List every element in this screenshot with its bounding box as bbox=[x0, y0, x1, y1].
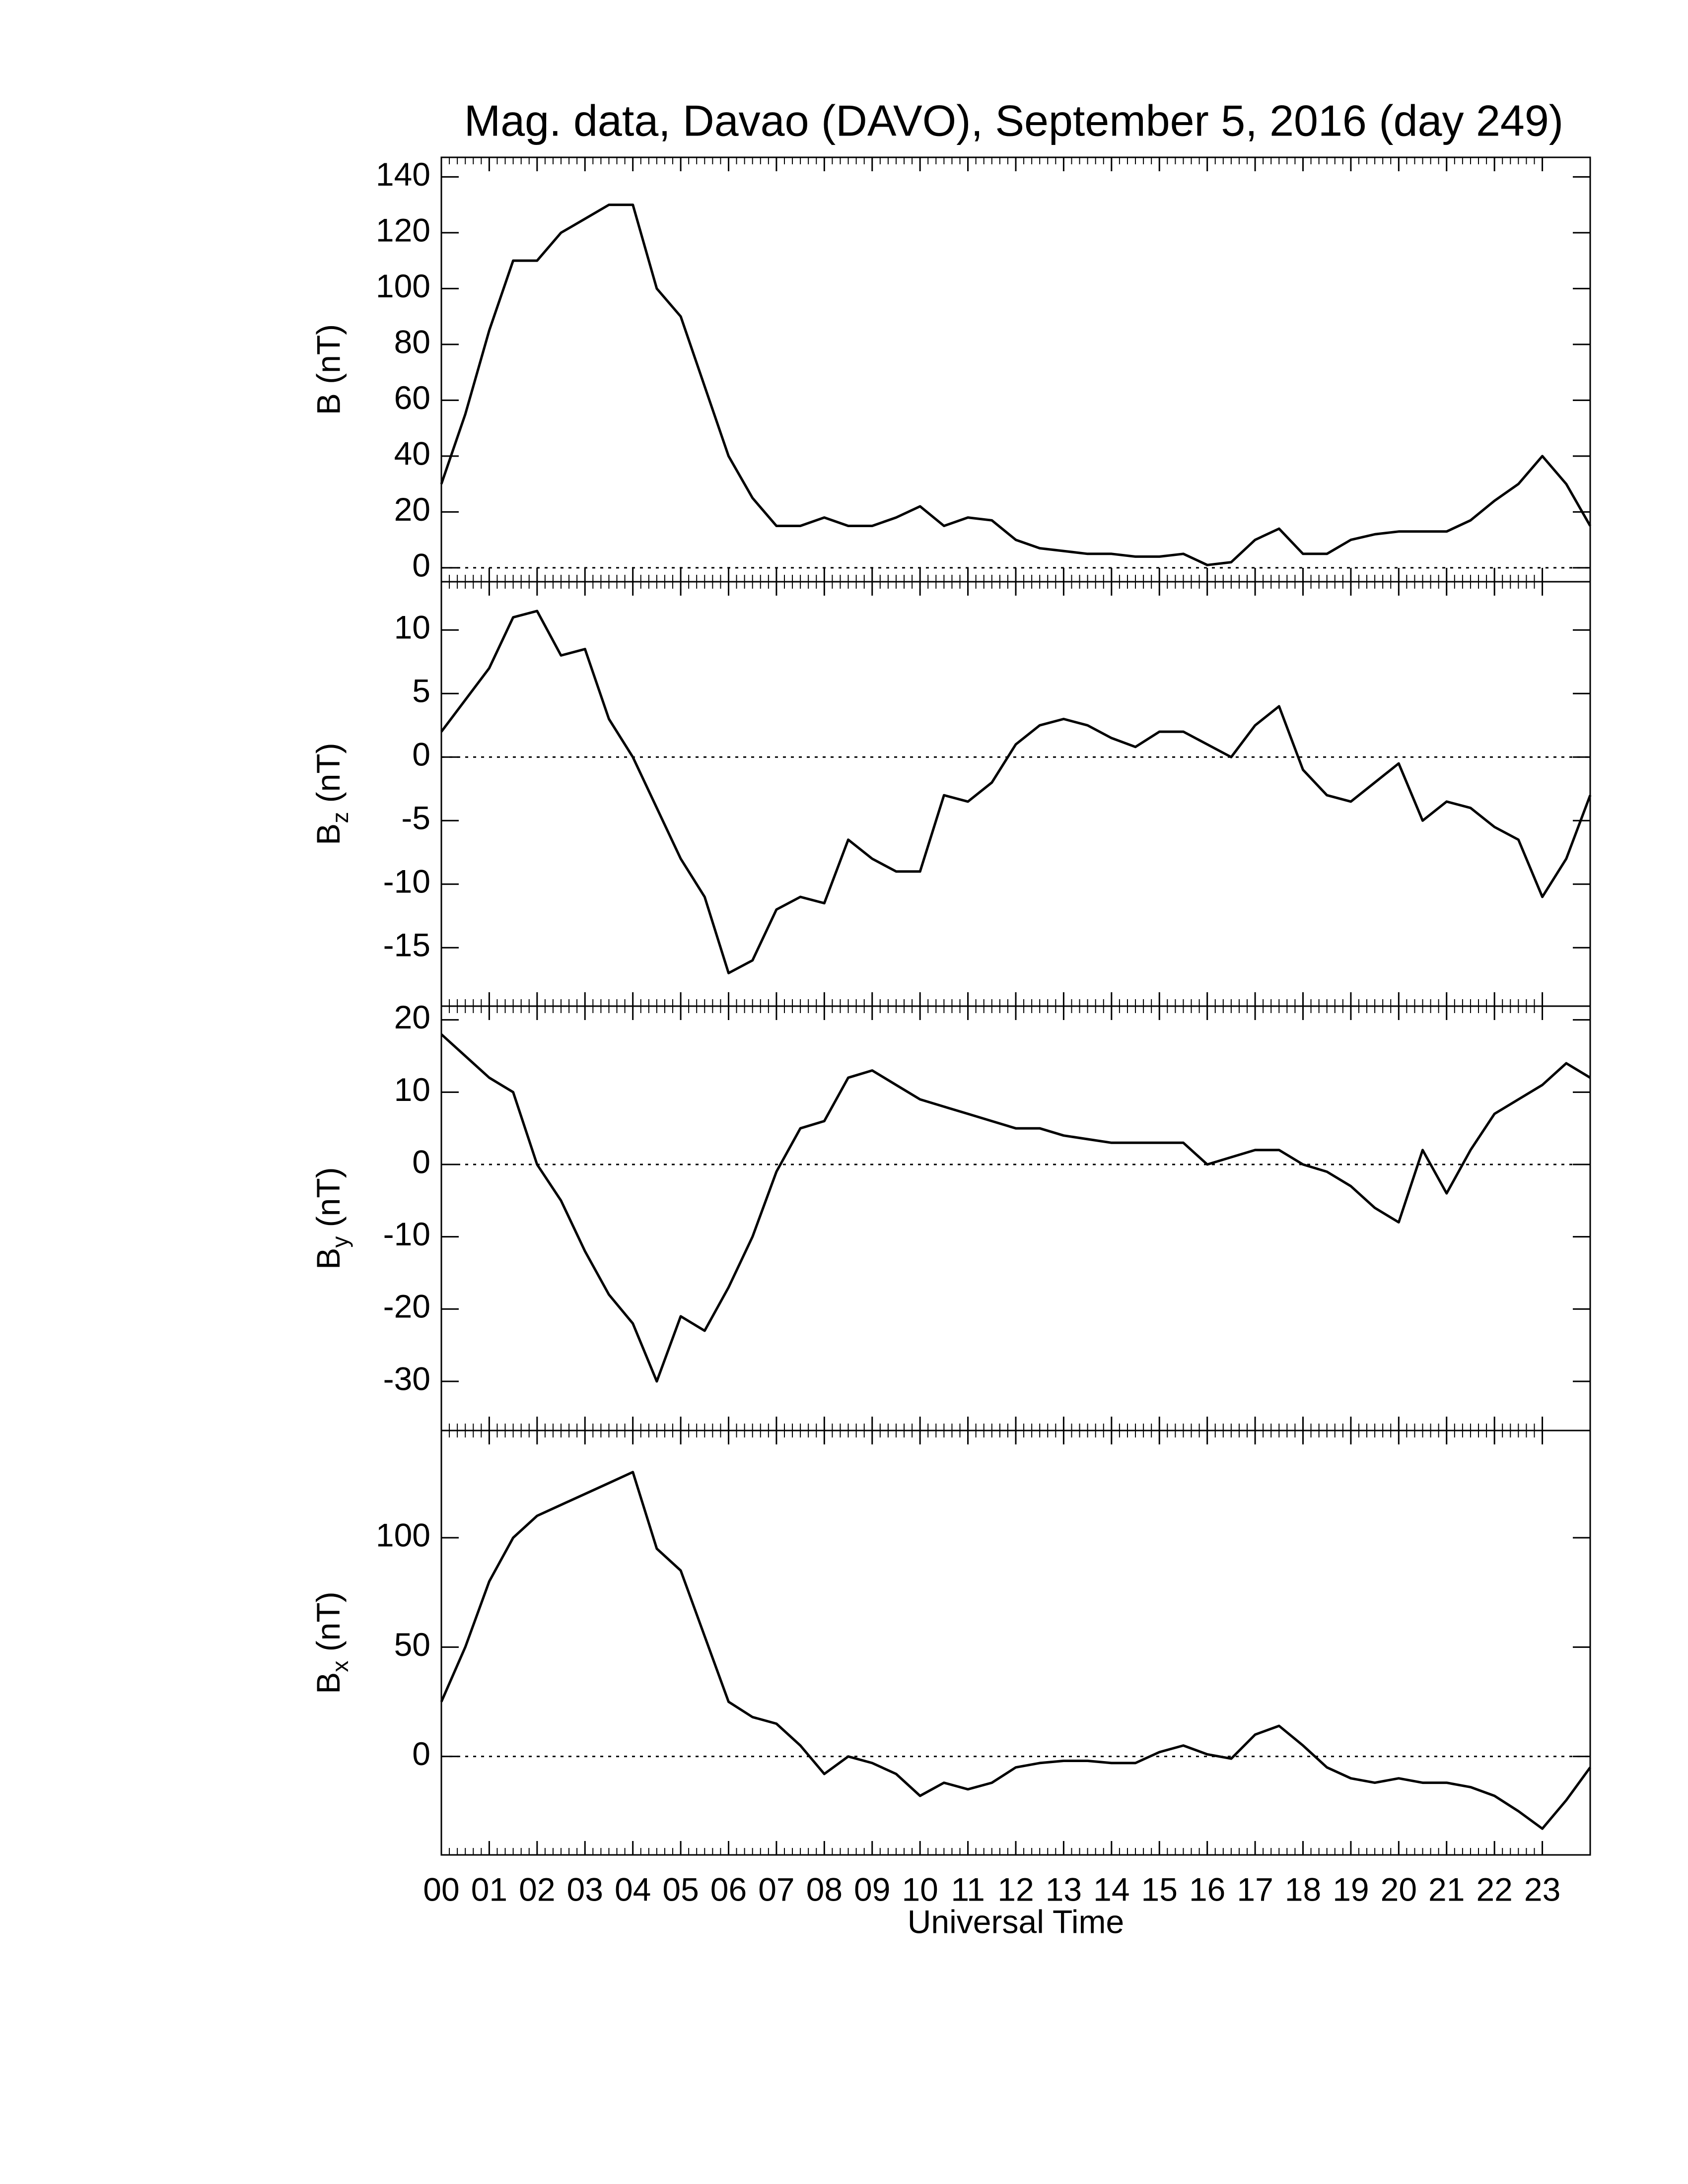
y-axis-label-base: B bbox=[310, 1248, 347, 1270]
y-tick-label: -10 bbox=[383, 863, 430, 900]
y-tick-label: 60 bbox=[394, 379, 430, 416]
y-axis-label: Bz (nT) bbox=[310, 743, 353, 845]
chart-title: Mag. data, Davao (DAVO), September 5, 20… bbox=[464, 96, 1563, 145]
x-tick-label: 21 bbox=[1428, 1871, 1465, 1908]
y-tick-label: 120 bbox=[376, 211, 430, 248]
y-tick-label: 0 bbox=[412, 1143, 430, 1180]
y-tick-label: -30 bbox=[383, 1360, 430, 1397]
x-tick-label: 17 bbox=[1237, 1871, 1273, 1908]
y-tick-label: 80 bbox=[394, 323, 430, 360]
x-tick-label: 10 bbox=[902, 1871, 938, 1908]
y-axis-label: By (nT) bbox=[310, 1167, 353, 1269]
y-tick-label: 140 bbox=[376, 156, 430, 193]
x-tick-label: 15 bbox=[1141, 1871, 1178, 1908]
y-tick-label: 20 bbox=[394, 999, 430, 1035]
y-tick-label: 10 bbox=[394, 609, 430, 646]
x-tick-label: 14 bbox=[1093, 1871, 1129, 1908]
y-tick-label: 10 bbox=[394, 1071, 430, 1108]
x-axis-label: Universal Time bbox=[908, 1903, 1124, 1940]
x-tick-label: 13 bbox=[1046, 1871, 1082, 1908]
y-axis-label: Bx (nT) bbox=[310, 1591, 353, 1694]
x-tick-label: 04 bbox=[615, 1871, 651, 1908]
y-tick-label: 0 bbox=[412, 546, 430, 583]
y-tick-label: 5 bbox=[412, 673, 430, 709]
x-tick-label: 03 bbox=[567, 1871, 603, 1908]
y-tick-label: -20 bbox=[383, 1288, 430, 1325]
y-axis-label-unit: (nT) bbox=[310, 743, 347, 812]
y-tick-label: 50 bbox=[394, 1626, 430, 1663]
y-tick-label: -15 bbox=[383, 927, 430, 963]
y-axis-label: B (nT) bbox=[310, 324, 347, 415]
plot-frame bbox=[440, 1430, 1591, 1856]
x-tick-label: 02 bbox=[519, 1871, 555, 1908]
y-axis-label-sub: z bbox=[327, 812, 353, 823]
data-line bbox=[440, 1471, 1592, 1830]
x-tick-label: 11 bbox=[951, 1871, 985, 1908]
y-axis-label-sub: x bbox=[327, 1661, 353, 1672]
x-tick-label: 19 bbox=[1333, 1871, 1369, 1908]
y-tick-label: 0 bbox=[412, 1735, 430, 1772]
y-axis-label-base: B bbox=[310, 823, 347, 845]
y-tick-label: -5 bbox=[401, 800, 430, 836]
x-tick-label: 06 bbox=[710, 1871, 747, 1908]
x-tick-label: 00 bbox=[423, 1871, 459, 1908]
x-tick-label: 05 bbox=[662, 1871, 699, 1908]
x-tick-label: 22 bbox=[1476, 1871, 1512, 1908]
x-tick-label: 01 bbox=[471, 1871, 507, 1908]
x-tick-label: 23 bbox=[1524, 1871, 1560, 1908]
y-axis-label-unit: (nT) bbox=[310, 1167, 347, 1236]
y-tick-label: -10 bbox=[383, 1216, 430, 1252]
x-tick-label: 16 bbox=[1189, 1871, 1225, 1908]
data-line bbox=[440, 204, 1592, 566]
y-tick-label: 40 bbox=[394, 435, 430, 472]
y-tick-label: 20 bbox=[394, 491, 430, 528]
y-tick-label: 100 bbox=[376, 268, 430, 304]
x-tick-label: 08 bbox=[806, 1871, 843, 1908]
x-tick-label: 20 bbox=[1381, 1871, 1417, 1908]
x-tick-label: 18 bbox=[1285, 1871, 1321, 1908]
y-tick-label: 100 bbox=[376, 1516, 430, 1553]
x-tick-label: 12 bbox=[997, 1871, 1034, 1908]
data-line bbox=[440, 1033, 1591, 1383]
data-line bbox=[440, 610, 1592, 974]
y-axis-label-unit: (nT) bbox=[310, 1591, 347, 1660]
y-axis-label-sub: y bbox=[327, 1236, 353, 1248]
y-tick-label: 0 bbox=[412, 736, 430, 773]
x-tick-label: 07 bbox=[758, 1871, 794, 1908]
x-tick-label: 09 bbox=[854, 1871, 890, 1908]
y-axis-label-base: B bbox=[310, 1672, 347, 1694]
